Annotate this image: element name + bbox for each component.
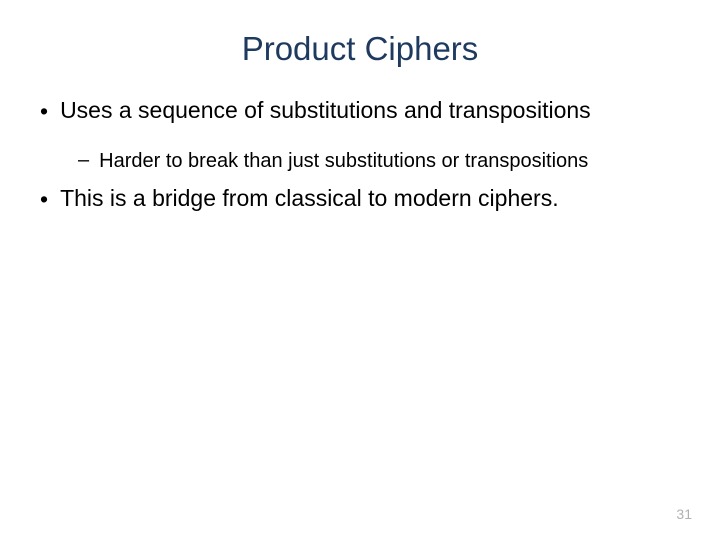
bullet-marker: –: [78, 149, 89, 172]
bullet-level1-item: • Uses a sequence of substitutions and t…: [38, 96, 682, 125]
bullet-text: This is a bridge from classical to moder…: [60, 184, 682, 213]
bullet-text: Harder to break than just substitutions …: [99, 149, 682, 174]
bullet-marker: •: [40, 98, 48, 125]
bullet-text: Uses a sequence of substitutions and tra…: [60, 96, 682, 125]
bullet-level2-item: – Harder to break than just substitution…: [38, 149, 682, 174]
slide-title: Product Ciphers: [38, 30, 682, 68]
page-number: 31: [676, 506, 692, 522]
slide-container: Product Ciphers • Uses a sequence of sub…: [0, 0, 720, 540]
bullet-level1-item: • This is a bridge from classical to mod…: [38, 184, 682, 213]
bullet-marker: •: [40, 186, 48, 213]
